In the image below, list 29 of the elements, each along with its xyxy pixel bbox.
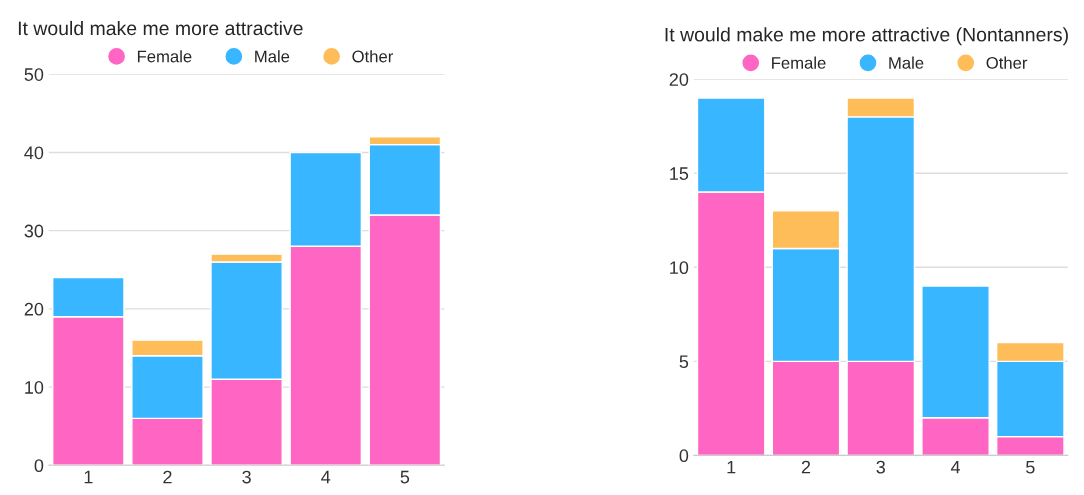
- y-tick-label: 20: [24, 302, 44, 316]
- x-tick-label: 1: [84, 470, 93, 484]
- y-tick-label: 5: [679, 355, 689, 369]
- y-tick-label: 10: [25, 381, 44, 394]
- chart-title: It would make me more attractive: [18, 20, 303, 36]
- legend-label: Male: [889, 56, 924, 69]
- y-tick-label: 15: [670, 167, 689, 180]
- x-tick-label: 5: [1026, 460, 1035, 474]
- x-tick-label: 4: [950, 460, 961, 474]
- x-tick-label: 2: [163, 470, 172, 484]
- y-tick-label: 0: [34, 459, 44, 473]
- x-tick-label: 3: [242, 470, 251, 484]
- y-tick-label: 0: [679, 449, 689, 463]
- x-tick-label: 5: [400, 470, 410, 484]
- x-tick-label: 1: [727, 460, 736, 474]
- x-tick-label: 2: [801, 460, 811, 474]
- y-tick-label: 10: [670, 261, 689, 275]
- x-tick-label: 3: [876, 460, 885, 474]
- y-tick-label: 50: [24, 68, 44, 81]
- legend-label: Other: [986, 56, 1028, 69]
- legend-label: Male: [255, 50, 290, 63]
- chart-title: It would make me more attractive (Nontanners): [665, 27, 1068, 46]
- legend-label: Female: [137, 50, 192, 63]
- legend-label: Female: [772, 56, 826, 69]
- y-tick-label: 20: [669, 73, 689, 86]
- x-tick-label: 4: [321, 470, 331, 484]
- y-tick-label: 30: [24, 224, 44, 238]
- legend-label: Other: [352, 50, 394, 63]
- y-tick-label: 40: [24, 146, 44, 160]
